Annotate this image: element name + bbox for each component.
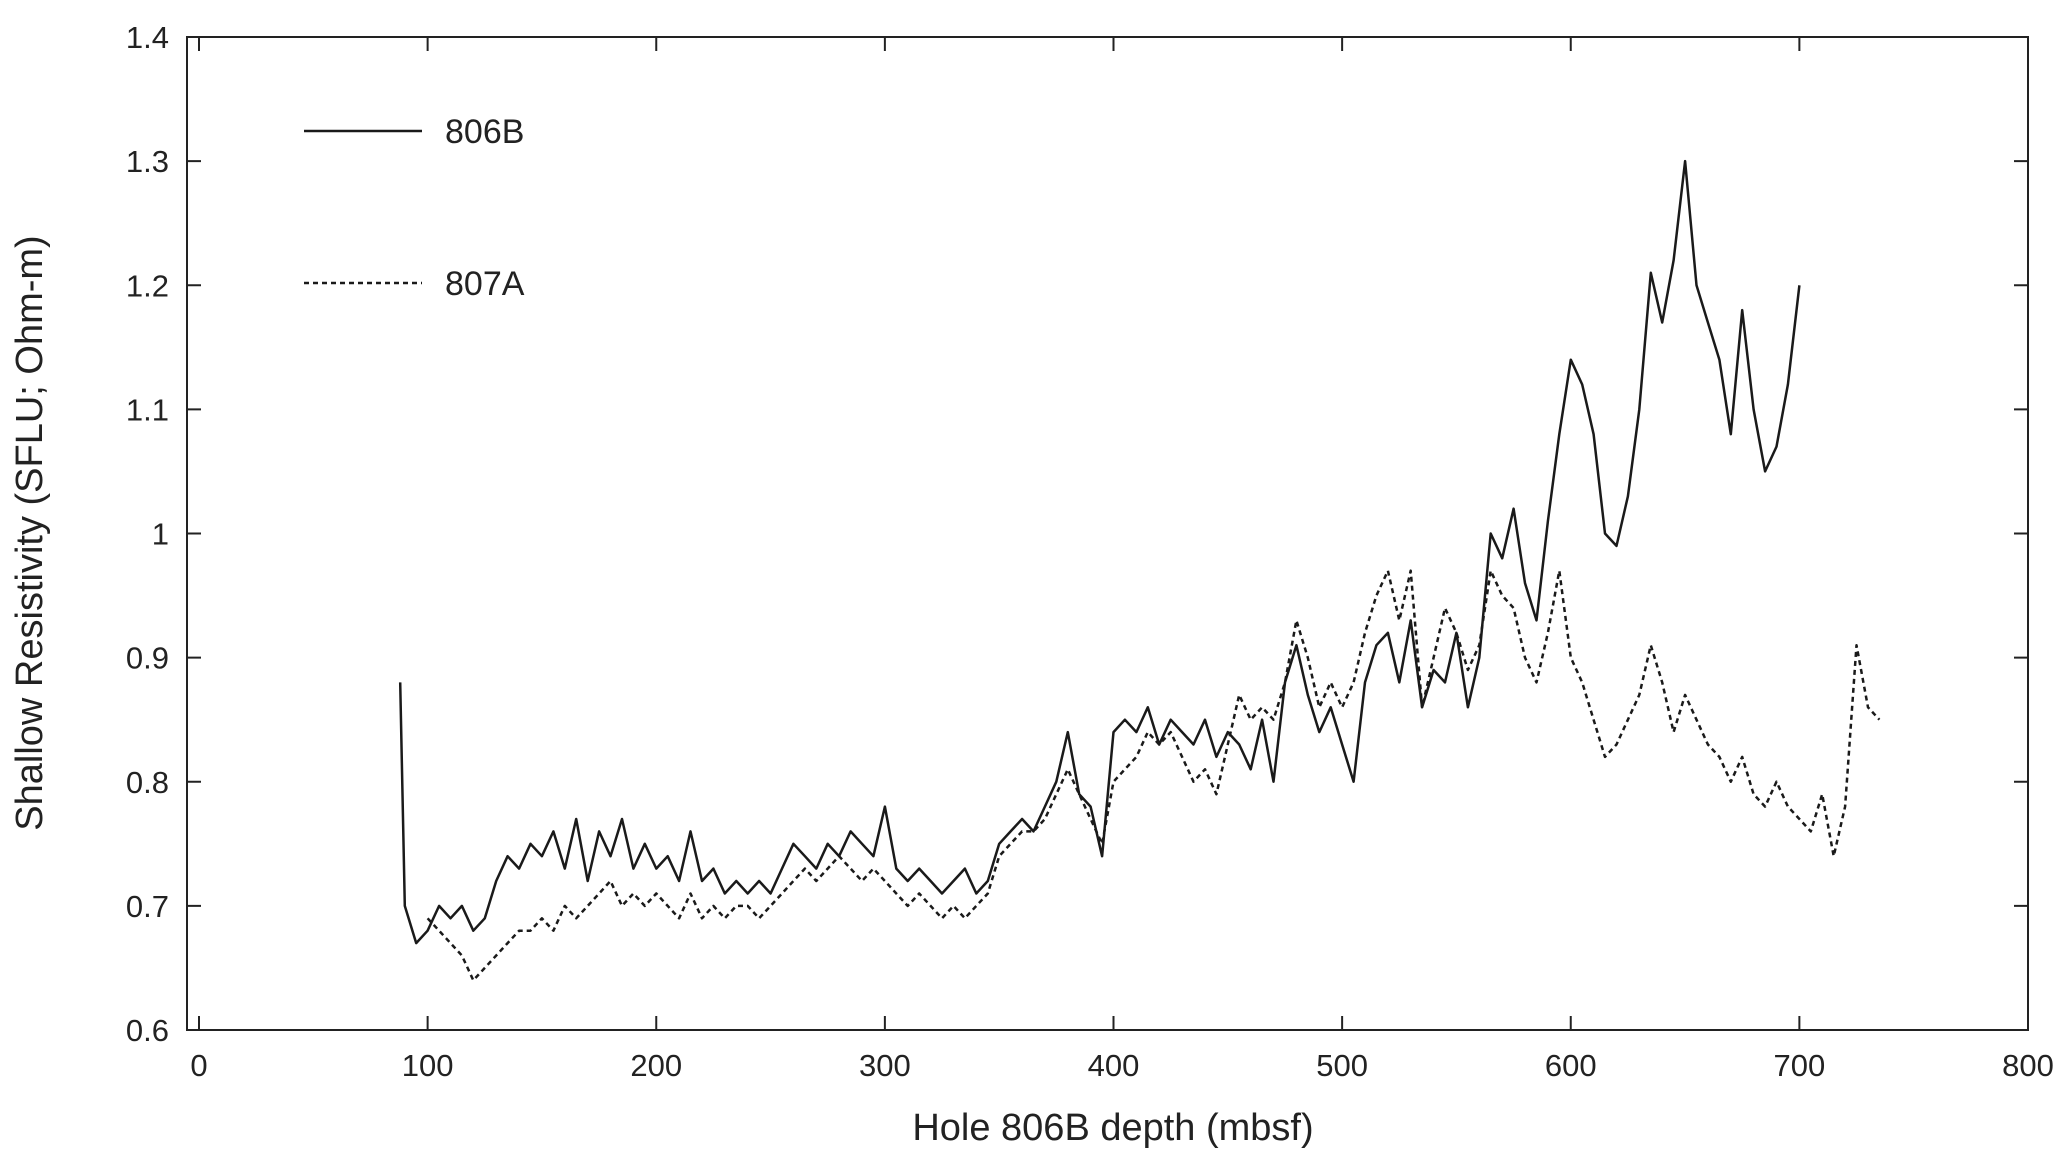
x-tick-label: 400 <box>1088 1048 1140 1083</box>
x-tick-label: 300 <box>859 1048 911 1083</box>
x-tick-label: 800 <box>2002 1048 2054 1083</box>
y-tick-label: 0.8 <box>126 765 169 800</box>
y-tick-label: 0.9 <box>126 641 169 676</box>
x-tick-label: 600 <box>1545 1048 1597 1083</box>
x-axis-label: Hole 806B depth (mbsf) <box>912 1107 1313 1149</box>
plot-frame <box>186 36 2029 1031</box>
y-tick-label: 0.6 <box>126 1013 169 1048</box>
x-tick-label: 100 <box>402 1048 454 1083</box>
y-tick-label: 1.4 <box>126 20 169 55</box>
x-tick-label: 0 <box>190 1048 207 1083</box>
y-tick-label: 1 <box>152 517 169 552</box>
x-tick-label: 700 <box>1774 1048 1826 1083</box>
y-tick-label: 1.2 <box>126 268 169 303</box>
y-tick-label: 0.7 <box>126 889 169 924</box>
series-line <box>398 159 1801 945</box>
y-tick-label: 1.3 <box>126 144 169 179</box>
legend-label: 806B <box>445 113 524 151</box>
y-tick-label: 1.1 <box>126 392 169 427</box>
legend-label: 807A <box>445 265 525 303</box>
series-line <box>426 569 1881 982</box>
x-tick-label: 500 <box>1316 1048 1368 1083</box>
x-tick-label: 200 <box>630 1048 682 1083</box>
y-axis-label: Shallow Resistivity (SFLU; Ohm-m) <box>9 235 51 830</box>
